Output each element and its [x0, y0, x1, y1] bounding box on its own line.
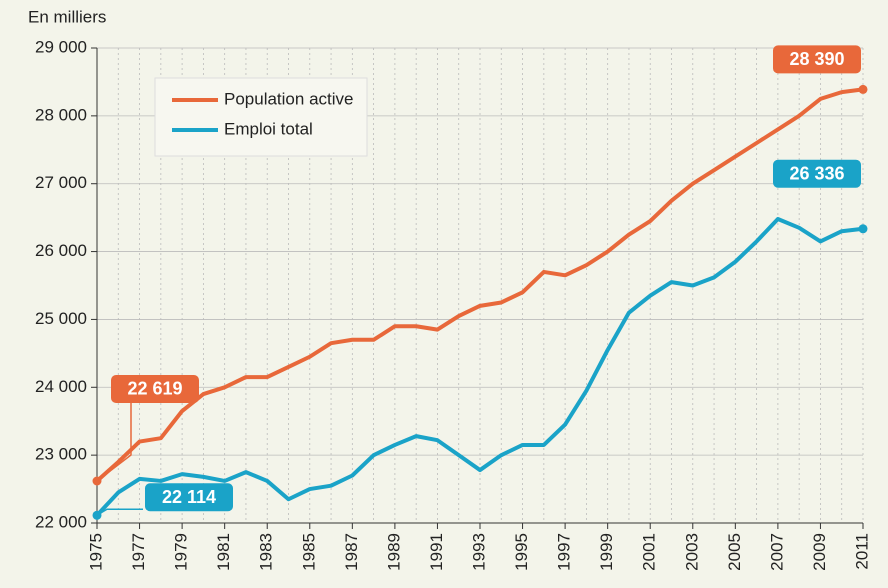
y-tick-label: 25 000: [35, 309, 87, 328]
x-tick-label: 1993: [469, 533, 488, 571]
x-tick-label: 1981: [214, 533, 233, 571]
x-tick-label: 1991: [427, 533, 446, 571]
series-line: [95, 217, 864, 517]
legend-box: [154, 77, 368, 157]
value-label: 22 619: [127, 379, 182, 399]
x-tick-label: 1999: [597, 533, 616, 571]
value-label: 28 390: [789, 49, 844, 69]
x-tick-label: 1989: [384, 533, 403, 571]
y-tick-label: 22 000: [35, 512, 87, 531]
x-tick-label: 2005: [725, 533, 744, 571]
connector: [96, 508, 143, 516]
y-tick-label: 29 000: [35, 37, 87, 56]
y-tick-label: 23 000: [35, 445, 87, 464]
series-line: [95, 87, 864, 483]
x-tick-label: 1997: [555, 533, 574, 571]
x-tick-label: 1995: [512, 533, 531, 571]
y-tick-label: 26 000: [35, 241, 87, 260]
connector: [96, 388, 132, 482]
x-tick-label: 2009: [810, 533, 829, 571]
legend-label: Population active: [224, 89, 353, 108]
x-tick-label: 1975: [86, 533, 105, 571]
legend-label: Emploi total: [224, 119, 313, 138]
value-label: 26 336: [789, 164, 844, 184]
legend: Population active Emploi total: [154, 77, 368, 157]
value-label-box: [111, 374, 199, 403]
x-tick-label: 2001: [640, 533, 659, 571]
y-tick-label: 27 000: [35, 173, 87, 192]
value-label-box: [773, 159, 861, 188]
x-tick-label: 1985: [299, 533, 318, 571]
value-label-box: [145, 483, 233, 512]
y-axis-label: En milliers: [28, 7, 106, 26]
y-tick-label: 24 000: [35, 377, 87, 396]
x-tick-label: 1977: [129, 533, 148, 571]
y-tick-label: 28 000: [35, 105, 87, 124]
x-tick-label: 2007: [767, 533, 786, 571]
value-label: 22 114: [162, 487, 216, 507]
value-label-box: [773, 45, 861, 74]
x-tick-label: 2003: [682, 533, 701, 571]
point: [858, 84, 868, 94]
x-tick-label: 2011: [852, 533, 871, 570]
x-tick-label: 1987: [342, 533, 361, 571]
x-tick-label: 1979: [172, 533, 191, 571]
point: [858, 224, 868, 234]
x-tick-label: 1983: [257, 533, 276, 571]
